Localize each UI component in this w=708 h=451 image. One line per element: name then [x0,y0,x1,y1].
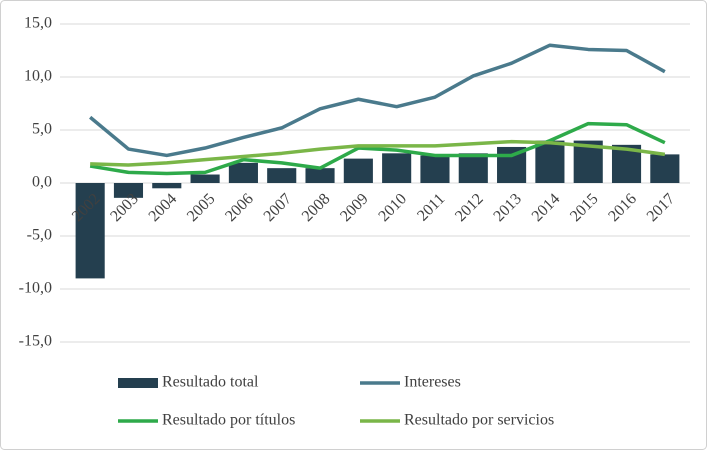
bar [650,154,680,183]
y-tick-label: -10,0 [19,280,52,297]
bar [305,168,335,183]
line [89,121,666,176]
bar [458,153,488,183]
y-tick-label: -5,0 [27,227,52,244]
bar [382,153,412,183]
bar [267,168,297,183]
y-tick-label: 0,0 [32,174,52,191]
legend-label: Resultado por servicios [404,412,554,429]
bar [190,174,220,183]
y-tick-label: 10,0 [24,68,52,85]
y-tick-label: 5,0 [32,121,52,138]
y-tick-label: -15,0 [19,333,52,350]
line [89,43,666,158]
bar [535,140,565,183]
legend-swatch [118,378,158,388]
line [90,139,666,167]
bar [152,183,182,189]
legend-label: Resultado por títulos [162,412,295,429]
legend-label: Intereses [404,374,461,391]
legend-label: Resultado total [162,374,259,391]
bar [113,183,144,198]
bar [343,158,373,183]
y-tick-label: 15,0 [24,15,52,32]
bar [228,162,258,183]
bar [75,183,105,279]
bar [420,155,450,183]
